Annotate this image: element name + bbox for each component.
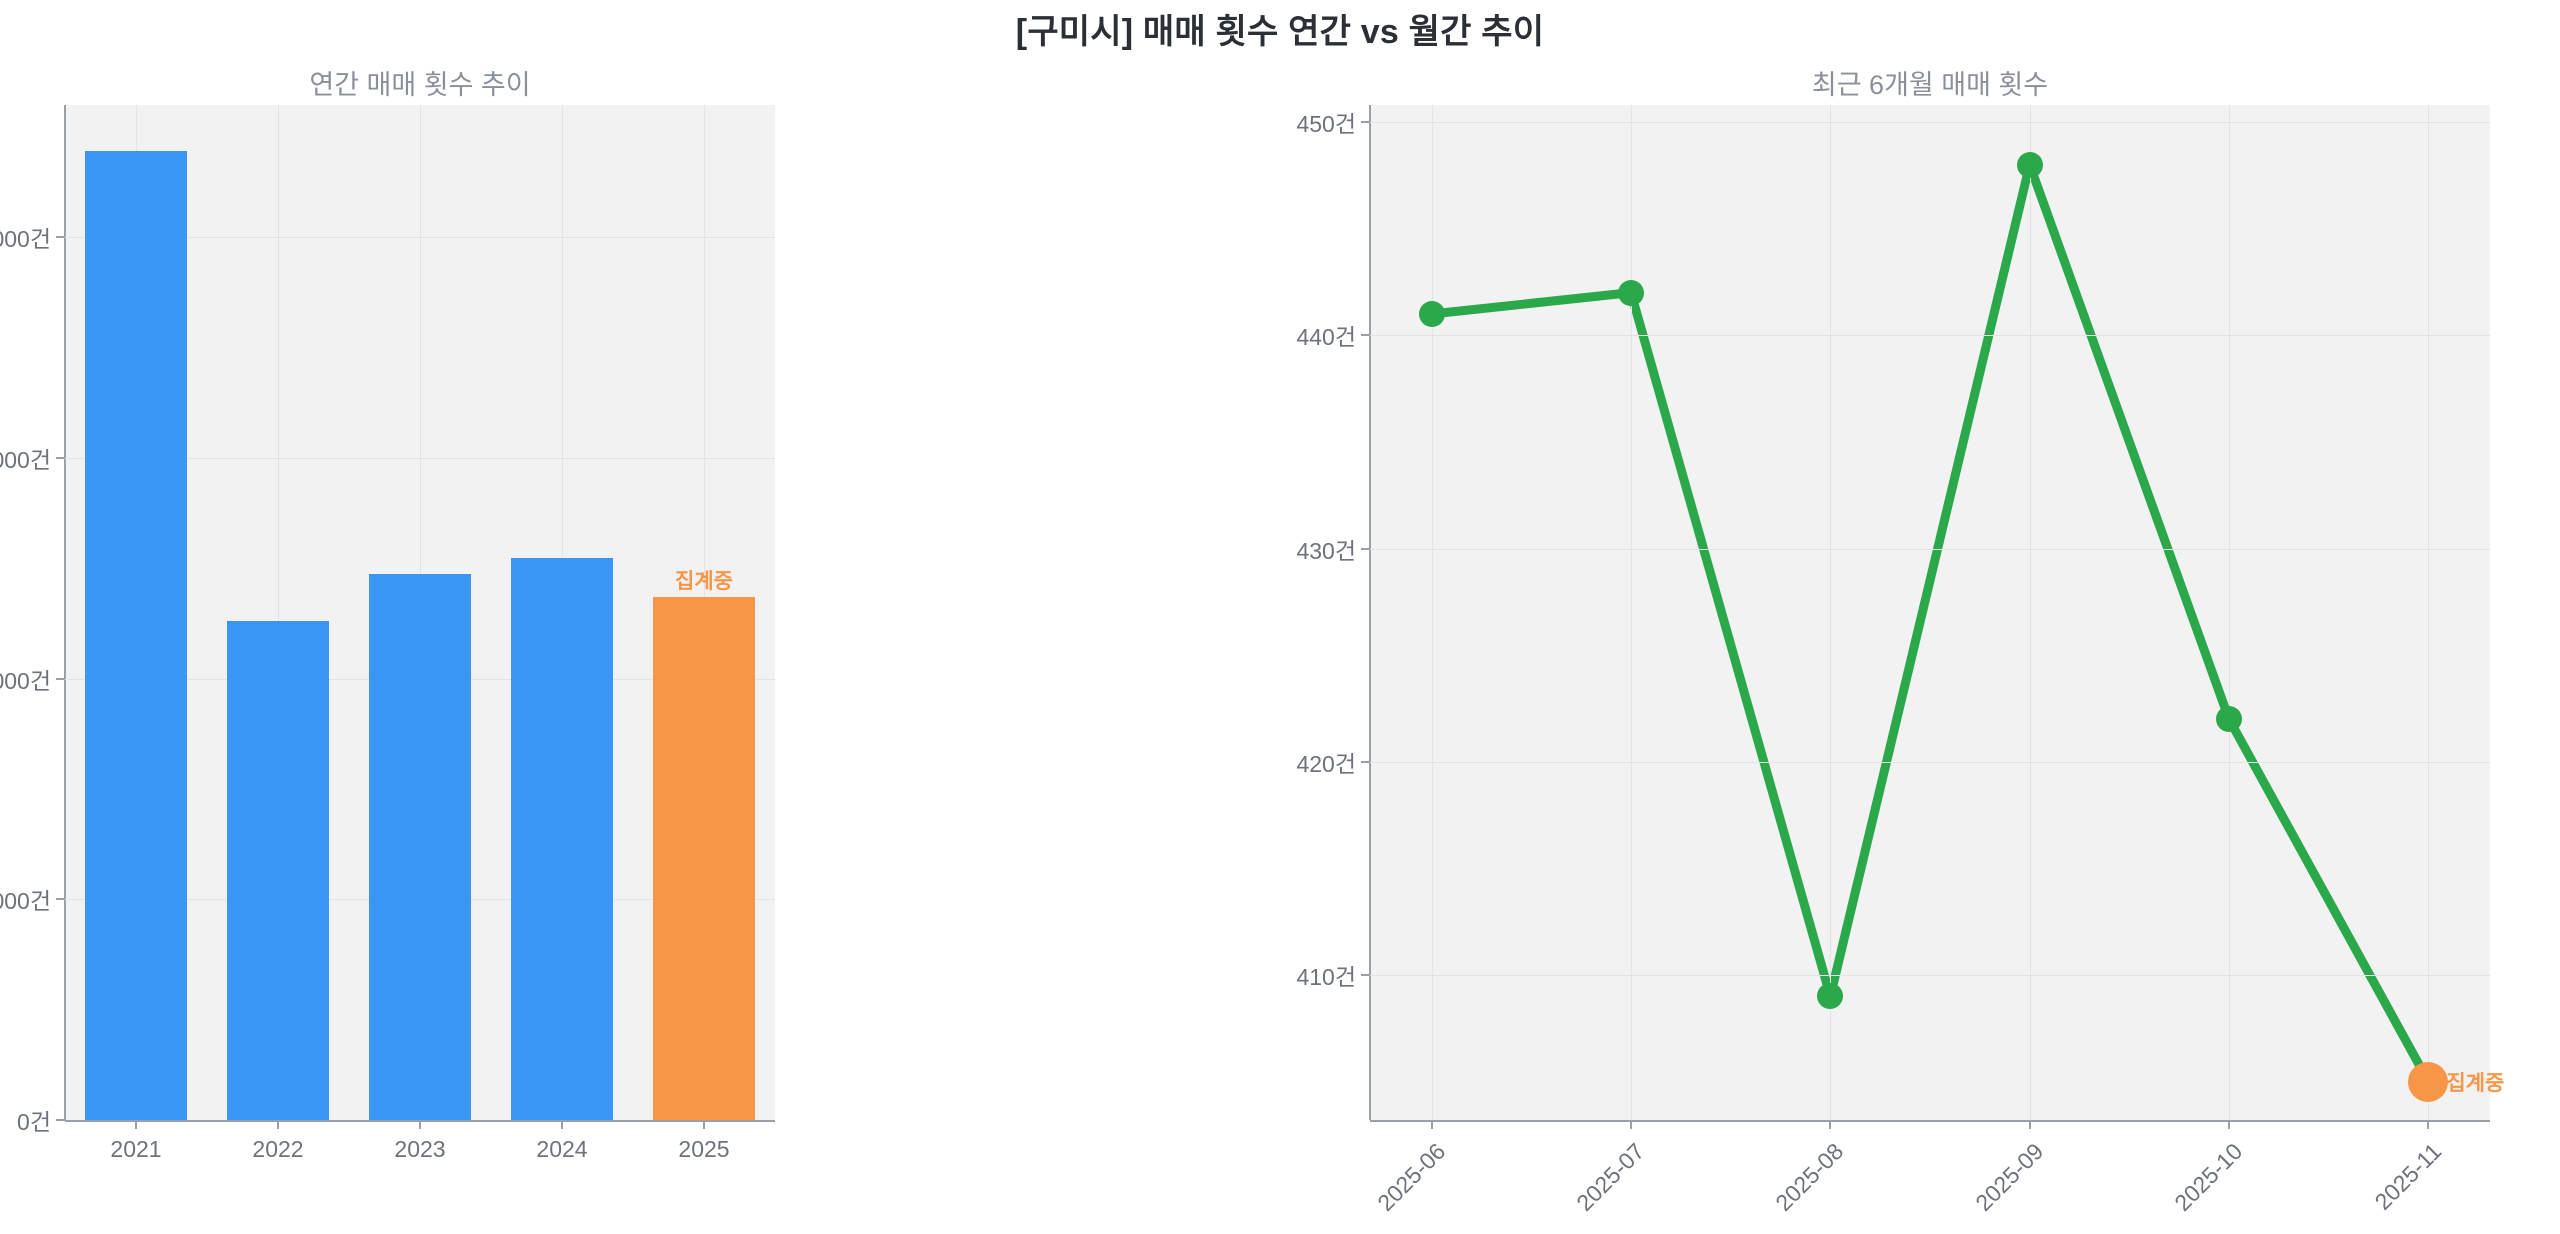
bar-2022[interactable] <box>226 621 330 1120</box>
line-x-tick-mark <box>1829 1120 1832 1129</box>
line-y-tick-mark <box>1361 760 1370 763</box>
bar-y-axis-spine <box>64 105 66 1120</box>
line-x-tick-label-2025-09: 2025-09 <box>1969 1138 2049 1217</box>
bar-x-tick-label-2023: 2023 <box>394 1136 446 1162</box>
bar-y-tick-mark <box>56 1119 65 1121</box>
line-x-tick-label-2025-11: 2025-11 <box>2369 1138 2447 1215</box>
bar-y-tick-label: 4,000건 <box>0 667 51 694</box>
line-y-tick-label: 440건 <box>1296 324 1356 351</box>
bar-2021[interactable] <box>84 151 188 1120</box>
line-y-tick-mark <box>1361 334 1370 337</box>
bar-y-tick-label: 6,000건 <box>0 447 51 474</box>
bar-y-tick-label: 2,000건 <box>0 888 51 915</box>
line-series-layer <box>1427 160 2433 1087</box>
line-x-tick-label-2025-10: 2025-10 <box>2169 1138 2248 1217</box>
bar-x-tick-label-2021: 2021 <box>110 1136 162 1162</box>
line-x-tick-mark <box>1629 1120 1632 1129</box>
line-marker-2025-10[interactable] <box>2216 706 2243 733</box>
bar-y-tick-mark <box>56 898 65 901</box>
bar-y-tick-mark <box>56 677 65 680</box>
line-gridline-h <box>1370 975 2490 976</box>
bar-x-tick-label-2025: 2025 <box>678 1136 730 1162</box>
line-gridline-h <box>1370 548 2490 550</box>
bar-x-tick-mark <box>277 1120 279 1129</box>
line-y-tick-mark <box>1361 974 1370 976</box>
line-y-tick-label: 420건 <box>1296 750 1356 777</box>
line-annotation-pending: 집계중 <box>2446 1071 2505 1095</box>
bar-gridline-v <box>278 105 279 1120</box>
line-path-monthly <box>1427 160 2433 1087</box>
line-y-tick-mark <box>1361 121 1370 124</box>
bar-annotation-pending: 집계중 <box>675 570 733 594</box>
line-x-tick-mark <box>2427 1120 2430 1129</box>
line-gridline-v <box>2428 105 2430 1120</box>
line-gridline-v <box>1830 105 1832 1120</box>
line-plot-area: 410건 420건 430건 440건 450건 2025-06 2025-07 2025-0… <box>1296 105 2504 1216</box>
line-gridline-v <box>1431 105 1433 1120</box>
line-x-axis-spine <box>1370 1120 2490 1122</box>
line-y-axis-spine <box>1369 105 1371 1120</box>
line-gridline-h <box>1370 122 2490 124</box>
bar-y-tick-mark <box>56 236 65 239</box>
bar-2024[interactable] <box>510 558 614 1120</box>
bar-y-tick-label: 0건 <box>17 1109 51 1135</box>
bar-x-tick-mark <box>703 1120 705 1129</box>
line-x-tick-label-2025-06: 2025-06 <box>1371 1138 1450 1217</box>
bar-x-tick-mark <box>561 1120 563 1129</box>
bar-x-tick-label-2024: 2024 <box>536 1136 588 1162</box>
line-gridline-h <box>1370 761 2490 763</box>
line-x-tick-label-2025-08: 2025-08 <box>1770 1138 1849 1217</box>
chart-panel-monthly-line: 최근 6개월 매매 횟수 410건 420건 430건 440건 450건 2025-06… <box>1296 70 2504 1216</box>
line-y-tick-label: 430건 <box>1296 537 1356 564</box>
line-marker-2025-11[interactable] <box>2408 1061 2449 1102</box>
chart-title-annual: 연간 매매 횟수 추이 <box>309 70 531 100</box>
line-x-tick-mark <box>1430 1120 1433 1129</box>
line-y-tick-mark <box>1361 547 1370 550</box>
bar-x-tick-mark <box>135 1120 137 1129</box>
figure-title: [구미시] 매매 횟수 연간 vs 월간 추이 <box>1015 13 1545 51</box>
line-marker-2025-08[interactable] <box>1817 983 1844 1010</box>
bar-y-tick-label: 8,000건 <box>0 226 51 253</box>
line-gridline-h <box>1370 335 2490 337</box>
line-x-tick-mark <box>2028 1120 2031 1129</box>
line-x-tick-mark <box>2228 1120 2231 1129</box>
line-gridline-v <box>2229 105 2231 1120</box>
line-marker-2025-07[interactable] <box>1617 279 1644 306</box>
chart-panel-annual-bar: 연간 매매 횟수 추이 0건 2,000건 4,000건 6,000건 8,000건 20… <box>0 70 775 1162</box>
line-x-tick-label-2025-07: 2025-07 <box>1571 1138 1650 1217</box>
line-gridline-v <box>2029 105 2031 1120</box>
bar-x-tick-mark <box>419 1120 421 1129</box>
line-marker-2025-06[interactable] <box>1418 300 1445 327</box>
bar-y-tick-mark <box>56 457 65 460</box>
bar-x-tick-label-2022: 2022 <box>252 1136 304 1162</box>
line-y-tick-label: 450건 <box>1296 111 1356 138</box>
bar-plot-area: 0건 2,000건 4,000건 6,000건 8,000건 2021 2022 2023 20… <box>0 105 775 1162</box>
chart-title-monthly: 최근 6개월 매매 횟수 <box>1811 70 2049 100</box>
line-marker-2025-09[interactable] <box>2016 151 2043 178</box>
bar-2023[interactable] <box>368 573 472 1120</box>
line-y-tick-label: 410건 <box>1296 964 1356 990</box>
bar-2025[interactable] <box>652 597 756 1120</box>
line-gridline-v <box>1630 105 1632 1120</box>
